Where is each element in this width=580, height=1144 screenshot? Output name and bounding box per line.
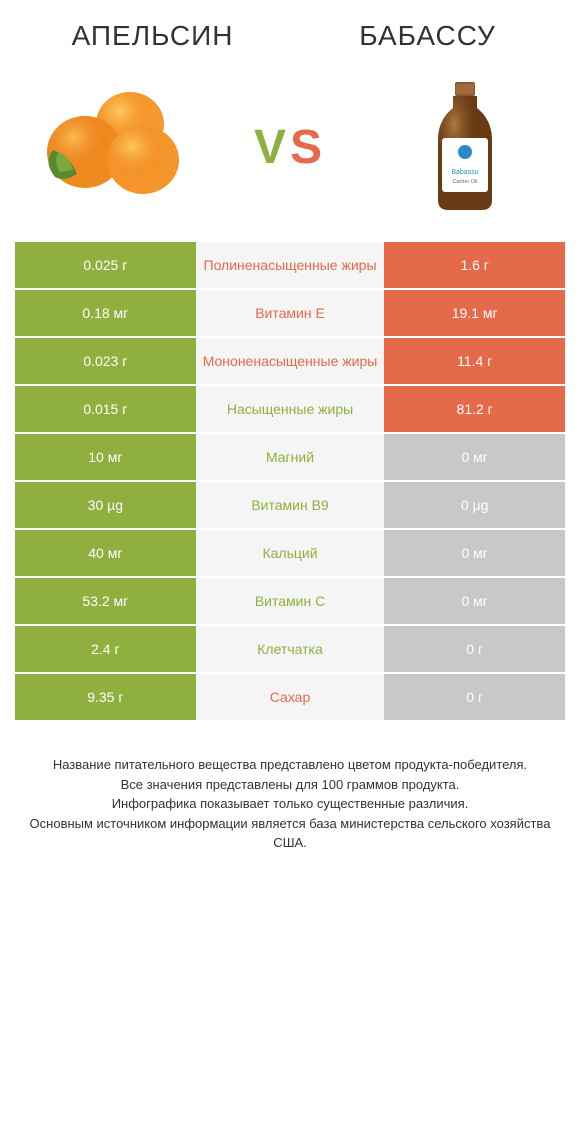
table-row: 0.18 мгВитамин E19.1 мг [15,290,565,336]
nutrient-label-cell: Витамин C [196,578,385,624]
left-value-cell: 53.2 мг [15,578,196,624]
table-row: 0.015 гНасыщенные жиры81.2 г [15,386,565,432]
footer-line-2: Все значения представлены для 100 граммо… [20,775,560,795]
nutrient-label-cell: Витамин E [196,290,385,336]
bottle-icon: Babassu Carrier Oil [420,80,510,215]
nutrient-label-cell: Витамин B9 [196,482,385,528]
left-value-cell: 0.015 г [15,386,196,432]
right-value-cell: 0 µg [384,482,565,528]
left-product-title: АПЕЛЬСИН [15,20,290,52]
left-value-cell: 2.4 г [15,626,196,672]
nutrient-label-cell: Кальций [196,530,385,576]
nutrient-label-cell: Полиненасыщенные жиры [196,242,385,288]
footer-notes: Название питательного вещества представл… [15,755,565,853]
svg-text:Carrier Oil: Carrier Oil [452,179,477,185]
right-value-cell: 11.4 г [384,338,565,384]
table-row: 40 мгКальций0 мг [15,530,565,576]
nutrient-label-cell: Магний [196,434,385,480]
left-value-cell: 0.023 г [15,338,196,384]
right-product-title: БАБАССУ [290,20,565,52]
header: АПЕЛЬСИН БАБАССУ [15,20,565,52]
footer-line-3: Инфографика показывает только существенн… [20,794,560,814]
table-row: 2.4 гКлетчатка0 г [15,626,565,672]
left-value-cell: 40 мг [15,530,196,576]
table-row: 30 µgВитамин B90 µg [15,482,565,528]
nutrient-label-cell: Насыщенные жиры [196,386,385,432]
right-value-cell: 0 г [384,674,565,720]
left-title-text: АПЕЛЬСИН [15,20,290,52]
left-value-cell: 0.025 г [15,242,196,288]
left-value-cell: 9.35 г [15,674,196,720]
nutrient-label-cell: Мононенасыщенные жиры [196,338,385,384]
table-row: 0.025 гПолиненасыщенные жиры1.6 г [15,242,565,288]
table-row: 53.2 мгВитамин C0 мг [15,578,565,624]
footer-line-4: Основным источником информации является … [20,814,560,853]
table-row: 9.35 гСахар0 г [15,674,565,720]
right-product-image: Babassu Carrier Oil [385,82,545,212]
footer-line-1: Название питательного вещества представл… [20,755,560,775]
right-value-cell: 0 мг [384,530,565,576]
table-row: 10 мгМагний0 мг [15,434,565,480]
left-value-cell: 0.18 мг [15,290,196,336]
right-value-cell: 19.1 мг [384,290,565,336]
nutrient-label-cell: Сахар [196,674,385,720]
comparison-table: 0.025 гПолиненасыщенные жиры1.6 г0.18 мг… [15,242,565,720]
left-product-image [35,82,195,212]
vs-label: VS [254,120,326,175]
right-value-cell: 0 мг [384,578,565,624]
table-row: 0.023 гМононенасыщенные жиры11.4 г [15,338,565,384]
vs-v-letter: V [254,121,290,174]
vs-s-letter: S [290,121,326,174]
right-value-cell: 0 г [384,626,565,672]
right-title-text: БАБАССУ [290,20,565,52]
nutrient-label-cell: Клетчатка [196,626,385,672]
right-value-cell: 0 мг [384,434,565,480]
right-value-cell: 1.6 г [384,242,565,288]
svg-text:Babassu: Babassu [451,169,478,176]
left-value-cell: 10 мг [15,434,196,480]
oranges-icon [35,82,195,212]
product-images-row: VS Babassu Carrier Oil [15,82,565,212]
right-value-cell: 81.2 г [384,386,565,432]
left-value-cell: 30 µg [15,482,196,528]
